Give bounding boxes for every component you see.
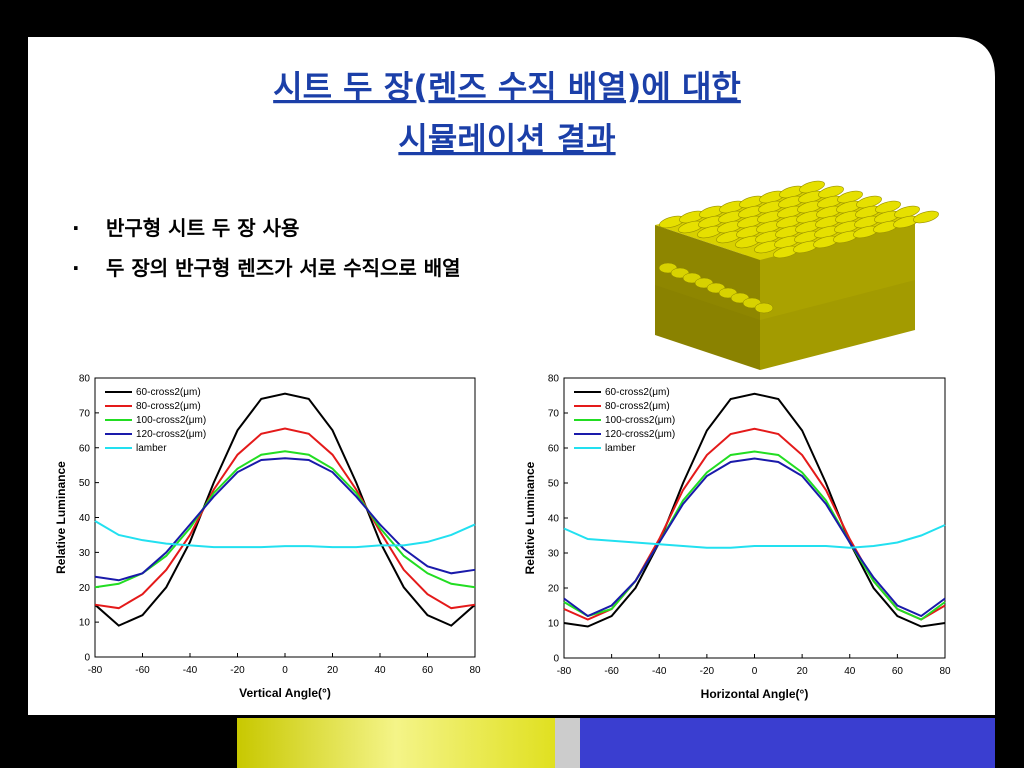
- y-tick-label: 20: [548, 584, 560, 595]
- x-tick-label: 20: [327, 665, 339, 676]
- x-tick-label: -40: [652, 666, 667, 677]
- legend-label: 100-cross2(μm): [136, 415, 206, 426]
- series-line: [563, 524, 946, 549]
- y-tick-label: 40: [548, 514, 560, 525]
- x-tick-label: 0: [282, 665, 288, 676]
- y-tick-label: 60: [79, 443, 91, 454]
- x-tick-label: -60: [604, 666, 619, 677]
- y-axis-label: Relative Luminance: [523, 461, 537, 574]
- lens-bump: [913, 210, 939, 224]
- series-line: [563, 392, 946, 628]
- y-axis-label: Relative Luminance: [54, 461, 68, 574]
- y-tick-label: 70: [79, 408, 91, 419]
- legend-label: 80-cross2(μm): [136, 401, 201, 412]
- y-tick-label: 60: [548, 444, 560, 455]
- y-tick-label: 10: [79, 618, 91, 629]
- bullets: · 반구형 시트 두 장 사용 · 두 장의 반구형 렌즈가 서로 수직으로 배…: [72, 216, 461, 280]
- legend-label: 100-cross2(μm): [605, 415, 675, 426]
- y-tick-label: 0: [84, 653, 90, 664]
- series-line: [94, 392, 476, 627]
- lens-illustration: [655, 180, 939, 370]
- x-tick-label: 60: [892, 666, 904, 677]
- series-line: [94, 427, 476, 610]
- x-tick-label: 40: [844, 666, 856, 677]
- chart: 0 10 20 30 40 50 60 70 80 -80 -60 -40 -20 0 20 40 60 80 Ho…: [523, 374, 951, 702]
- legend-label: 60-cross2(μm): [136, 387, 201, 398]
- x-tick-label: 80: [469, 665, 481, 676]
- x-tick-label: 0: [752, 666, 758, 677]
- x-tick-label: -20: [230, 665, 245, 676]
- legend-label: 60-cross2(μm): [605, 387, 670, 398]
- y-tick-label: 0: [553, 654, 559, 665]
- bullet: 두 장의 반구형 렌즈가 서로 수직으로 배열: [106, 256, 461, 280]
- footer-band: [580, 718, 995, 768]
- footer-image: [237, 718, 555, 768]
- y-tick-label: 20: [79, 583, 91, 594]
- x-tick-label: -80: [557, 666, 572, 677]
- chart: 0 10 20 30 40 50 60 70 80 -80 -60 -40 -20 0 20 40 60 80 Ve…: [54, 374, 481, 701]
- series-line: [94, 520, 476, 549]
- x-axis-label: Vertical Angle(°): [239, 686, 331, 700]
- bullet-marker: ·: [72, 256, 80, 280]
- x-tick-label: 20: [797, 666, 809, 677]
- y-tick-label: 30: [548, 549, 560, 560]
- bullet-marker: ·: [72, 216, 80, 240]
- x-tick-label: 40: [374, 665, 386, 676]
- legend-label: 120-cross2(μm): [605, 429, 675, 440]
- y-tick-label: 70: [548, 409, 560, 420]
- y-tick-label: 40: [79, 513, 91, 524]
- x-tick-label: -40: [183, 665, 198, 676]
- y-tick-label: 10: [548, 619, 560, 630]
- y-tick-label: 30: [79, 548, 91, 559]
- series-line: [94, 457, 476, 582]
- series-line: [94, 450, 476, 589]
- legend-label: 120-cross2(μm): [136, 429, 206, 440]
- y-tick-label: 50: [548, 479, 560, 490]
- legend-label: 80-cross2(μm): [605, 401, 670, 412]
- x-tick-label: -60: [135, 665, 150, 676]
- lens-bump: [754, 302, 774, 314]
- charts: 0 10 20 30 40 50 60 70 80 -80 -60 -40 -20 0 20 40 60 80 Ve…: [54, 374, 951, 702]
- y-tick-label: 50: [79, 478, 91, 489]
- legend-label: lamber: [136, 443, 167, 454]
- x-tick-label: -80: [88, 665, 103, 676]
- series-line: [563, 457, 946, 618]
- footer-divider: [555, 718, 580, 768]
- x-tick-label: 60: [422, 665, 434, 676]
- bullet: 반구형 시트 두 장 사용: [106, 216, 299, 240]
- title: 시트 두 장(렌즈 수직 배열)에 대한 시뮬레이션 결과: [273, 68, 741, 158]
- x-tick-label: -20: [700, 666, 715, 677]
- title-line: 시뮬레이션 결과: [398, 120, 615, 158]
- y-tick-label: 80: [548, 374, 560, 385]
- x-axis-label: Horizontal Angle(°): [701, 687, 809, 701]
- y-tick-label: 80: [79, 374, 91, 385]
- title-line: 시트 두 장(렌즈 수직 배열)에 대한: [273, 68, 741, 106]
- x-tick-label: 80: [939, 666, 951, 677]
- legend-label: lamber: [605, 443, 636, 454]
